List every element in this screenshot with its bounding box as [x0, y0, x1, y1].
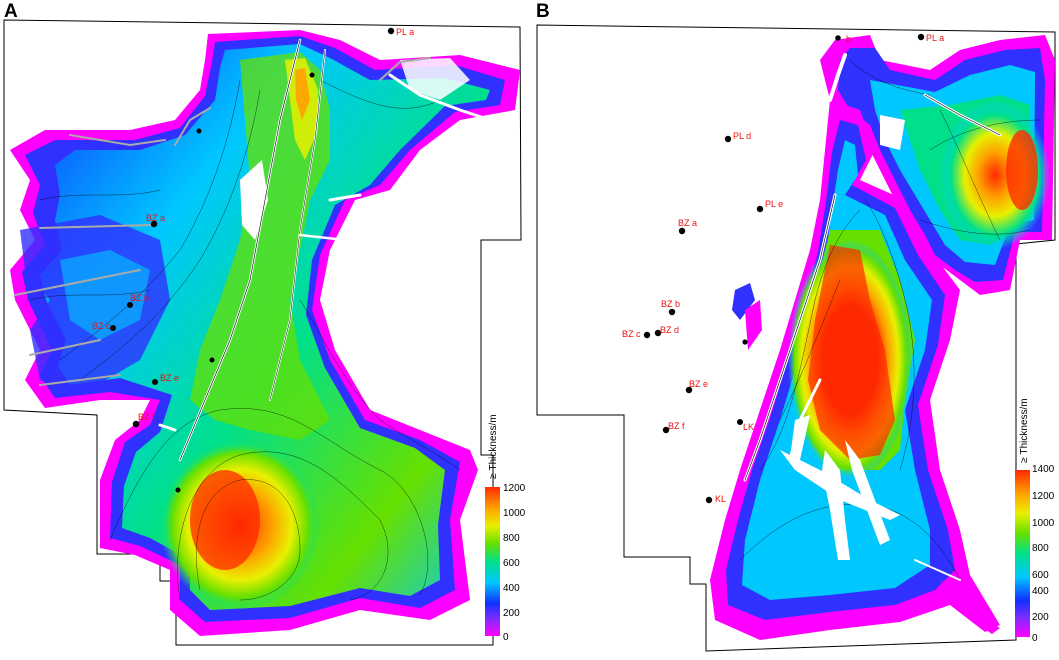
colorbar-ramp [1015, 470, 1030, 637]
colorbar-tick: 800 [503, 533, 520, 544]
colorbar-tick: 800 [1032, 543, 1049, 554]
panel-a-letter: A [4, 1, 18, 22]
panel-b-fault-wedge [845, 440, 890, 545]
panel-b-boundary [536, 24, 1056, 652]
well-marker [685, 386, 693, 394]
panel-b-colorbar: ≥ Thickness/m 1400 1200 1000 800 600 400 … [1015, 398, 1055, 644]
colorbar-tick: 1000 [1032, 518, 1055, 529]
colorbar-tick: 400 [503, 583, 520, 594]
colorbar-tick: 200 [1032, 612, 1049, 623]
colorbar-tick: 0 [1032, 633, 1038, 644]
well-label: BZ c [622, 329, 641, 339]
panel-b-tail [940, 580, 1000, 634]
well-marker [662, 426, 670, 434]
panel-b-colorbar-ticks: 1400 1200 1000 800 600 400 200 0 [1032, 464, 1055, 644]
panel-b-fault-wedge [822, 450, 850, 560]
well-marker [132, 420, 140, 428]
well-marker [835, 35, 841, 41]
colorbar-tick: 200 [503, 608, 520, 619]
well-marker [756, 205, 764, 213]
well-marker [110, 325, 116, 331]
panel-a-south-core [190, 470, 260, 570]
panel-b-contours [739, 59, 1041, 581]
well-label: PL a [926, 33, 944, 43]
well-label: BZ d [660, 325, 679, 335]
colorbar-title: ≥ Thickness/m [488, 414, 499, 479]
colorbar-tick: 1400 [1032, 464, 1055, 475]
well-label: b [846, 34, 851, 44]
well-marker [387, 27, 395, 35]
panel-b-main-core [808, 245, 895, 460]
panel-b-faults [743, 53, 1002, 581]
well-label: BZ e [160, 373, 179, 383]
colorbar-ramp [485, 487, 500, 636]
well-marker [643, 331, 651, 339]
panel-a-colorbar-ticks: 1200 1000 800 600 400 200 0 [503, 483, 526, 643]
well-label: LK [743, 422, 754, 432]
well-label: BZ f [138, 412, 155, 422]
colorbar-max-prefix: ≥ [1019, 457, 1030, 463]
panel-b-sliver [732, 283, 755, 320]
panel-b-gap [880, 115, 905, 150]
colorbar-tick: 1200 [1032, 491, 1055, 502]
well-marker [150, 220, 158, 228]
panel-a-wells: PL a BZ a BZ b BZ c BZ e BZ f [92, 27, 414, 493]
well-marker [678, 227, 686, 235]
well-marker [668, 308, 676, 316]
panel-b-fault-wedge [790, 415, 810, 460]
well-label: BZ f [668, 421, 685, 431]
well-label: BZ c [92, 321, 111, 331]
panel-a-ridge [190, 52, 330, 440]
colorbar-tick: 1000 [503, 508, 526, 519]
colorbar-tick: 1200 [503, 483, 526, 494]
well-marker [724, 135, 732, 143]
panel-a-north-high [295, 68, 310, 120]
panel-a-colorbar: ≥ Thickness/m 1200 1000 800 600 400 200 0 [485, 414, 526, 643]
panel-b-letter: B [536, 1, 550, 22]
well-marker [127, 302, 133, 308]
well-marker [175, 487, 181, 493]
colorbar-tick: 0 [503, 632, 509, 643]
panel-b-sliver [745, 300, 762, 350]
well-marker [742, 339, 748, 345]
well-label: BZ b [661, 299, 680, 309]
well-marker [196, 128, 202, 134]
well-label: PL e [765, 199, 783, 209]
panel-a-boundary [3, 19, 522, 646]
well-label: BZ a [678, 218, 697, 228]
well-marker [152, 379, 158, 385]
well-label: KL [715, 494, 726, 504]
panel-a: A [3, 1, 526, 646]
well-marker [737, 419, 743, 425]
panel-b-wells: PL a b PL d PL e BZ a BZ b BZ c BZ d BZ … [622, 33, 944, 504]
well-label: PL a [396, 27, 414, 37]
well-marker [654, 329, 662, 337]
colorbar-title-text: Thickness/m [1019, 398, 1030, 454]
colorbar-tick: 600 [503, 558, 520, 569]
well-marker [917, 33, 925, 41]
colorbar-tick: 400 [1032, 586, 1049, 597]
well-marker [705, 496, 713, 504]
colorbar-title: ≥ Thickness/m [1019, 398, 1030, 463]
colorbar-title-text: Thickness/m [488, 414, 499, 470]
panel-a-gap-ne [400, 58, 470, 100]
well-label: BZ e [689, 379, 708, 389]
well-marker [309, 72, 315, 78]
well-label: PL d [733, 131, 751, 141]
colorbar-max-prefix: ≥ [488, 473, 499, 479]
colorbar-tick: 600 [1032, 570, 1049, 581]
panel-a-faults [14, 38, 492, 462]
panel-b-ne-core [1006, 130, 1038, 210]
well-marker [209, 357, 215, 363]
well-label: BZ b [130, 293, 149, 303]
panel-b: B [536, 1, 1056, 652]
well-label: BZ a [146, 213, 165, 223]
